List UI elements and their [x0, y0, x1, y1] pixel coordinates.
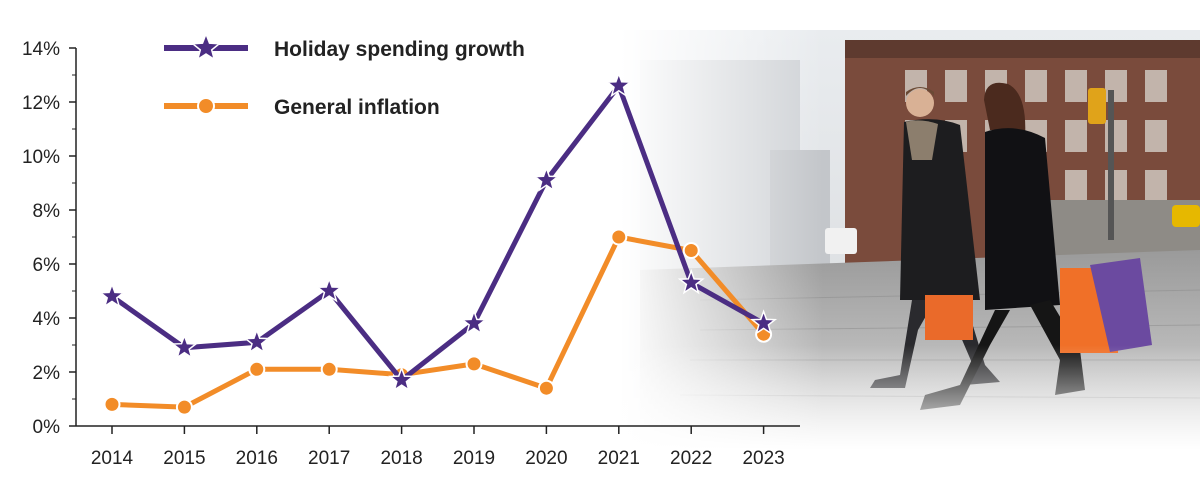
- y-tick-label-3: 6%: [33, 255, 61, 276]
- x-tick-label-1: 2015: [163, 448, 205, 469]
- point-holiday-2015: [170, 333, 198, 360]
- point-holiday-2018: [388, 365, 416, 392]
- legend-star-marker: [190, 31, 222, 61]
- point-holiday-2017: [315, 276, 343, 303]
- x-tick-label-2: 2016: [236, 448, 278, 469]
- point-holiday-2016: [243, 328, 271, 354]
- point-inflation-2016: [248, 360, 266, 378]
- point-inflation-2015: [175, 398, 193, 416]
- point-inflation-2021: [610, 228, 628, 246]
- x-tick-label-9: 2023: [742, 448, 784, 469]
- legend-item-inflation: General inflation: [164, 96, 440, 119]
- x-tick-label-5: 2019: [453, 448, 495, 469]
- point-holiday-2022: [677, 268, 705, 295]
- point-holiday-2023: [750, 309, 778, 335]
- y-tick-label-1: 2%: [33, 363, 61, 384]
- couple-shopping-photo: [620, 30, 1200, 450]
- x-tick-label-6: 2020: [525, 448, 567, 469]
- x-axis-ticks: 2014 2015 2016 2017 2018 2019 2020 2021 2022 2023: [91, 426, 785, 469]
- point-holiday-2019: [460, 309, 488, 335]
- y-tick-label-7: 14%: [22, 39, 60, 60]
- legend-label-holiday: Holiday spending growth: [274, 38, 525, 61]
- x-tick-label-0: 2014: [91, 448, 134, 469]
- point-inflation-2019: [465, 355, 483, 373]
- point-holiday-2021: [605, 71, 633, 98]
- y-axis-ticks: 0% 2% 4% 6% 8% 10% 12% 14%: [22, 39, 76, 438]
- x-tick-label-8: 2022: [670, 448, 712, 469]
- legend-label-inflation: General inflation: [274, 96, 440, 119]
- point-inflation-2017: [320, 360, 338, 378]
- y-tick-label-2: 4%: [33, 309, 61, 330]
- series-layer: [98, 71, 778, 416]
- point-inflation-2022: [682, 242, 700, 259]
- x-tick-label-7: 2021: [598, 448, 640, 469]
- legend-circle-marker: [197, 97, 215, 115]
- legend-item-holiday: Holiday spending growth: [164, 31, 525, 61]
- series-line-0: [109, 83, 767, 383]
- series-line-1: [109, 234, 767, 410]
- y-tick-label-0: 0%: [33, 417, 61, 438]
- point-inflation-2020: [537, 379, 555, 397]
- x-tick-label-4: 2018: [380, 448, 422, 469]
- legend: Holiday spending growth General inflatio…: [164, 31, 525, 119]
- point-holiday-2014: [98, 282, 126, 308]
- point-holiday-2020: [532, 166, 560, 192]
- x-tick-label-3: 2017: [308, 448, 350, 469]
- y-tick-label-6: 12%: [22, 93, 60, 114]
- point-inflation-2014: [103, 395, 121, 413]
- y-tick-label-5: 10%: [22, 147, 60, 168]
- y-tick-label-4: 8%: [33, 201, 61, 222]
